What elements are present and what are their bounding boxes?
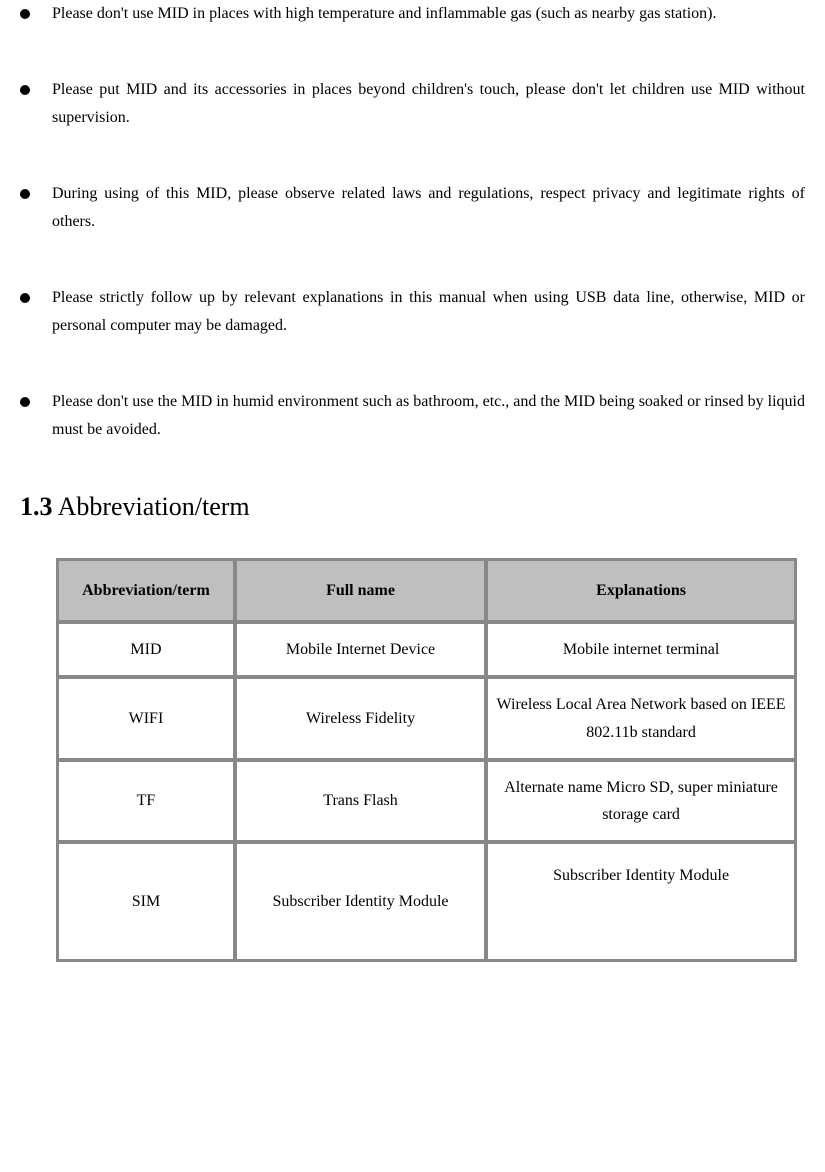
col-header-full: Full name — [236, 560, 485, 621]
cell-full: Trans Flash — [236, 761, 485, 841]
cell-abbr: MID — [58, 623, 234, 676]
bullet-text: Please don't use the MID in humid enviro… — [52, 388, 805, 444]
cell-full: Mobile Internet Device — [236, 623, 485, 676]
table-row: TF Trans Flash Alternate name Micro SD, … — [58, 761, 795, 841]
bullet-icon — [20, 397, 30, 407]
safety-bullet-list: Please don't use MID in places with high… — [20, 0, 805, 444]
bullet-item: Please strictly follow up by relevant ex… — [20, 284, 805, 340]
bullet-item: Please don't use MID in places with high… — [20, 0, 805, 28]
bullet-text: Please put MID and its accessories in pl… — [52, 76, 805, 132]
bullet-icon — [20, 85, 30, 95]
cell-abbr: SIM — [58, 843, 234, 960]
bullet-icon — [20, 189, 30, 199]
bullet-text: During using of this MID, please observe… — [52, 180, 805, 236]
table-row: SIM Subscriber Identity Module Subscribe… — [58, 843, 795, 960]
cell-expl: Mobile internet terminal — [487, 623, 795, 676]
section-heading: 1.3 Abbreviation/term — [20, 492, 805, 522]
bullet-icon — [20, 9, 30, 19]
bullet-text: Please don't use MID in places with high… — [52, 0, 805, 28]
col-header-abbr: Abbreviation/term — [58, 560, 234, 621]
cell-abbr: WIFI — [58, 678, 234, 758]
col-header-expl: Explanations — [487, 560, 795, 621]
cell-expl: Alternate name Micro SD, super miniature… — [487, 761, 795, 841]
cell-full: Subscriber Identity Module — [236, 843, 485, 960]
cell-abbr: TF — [58, 761, 234, 841]
bullet-item: Please put MID and its accessories in pl… — [20, 76, 805, 132]
table-row: MID Mobile Internet Device Mobile intern… — [58, 623, 795, 676]
cell-expl: Subscriber Identity Module — [487, 843, 795, 960]
bullet-item: Please don't use the MID in humid enviro… — [20, 388, 805, 444]
table-row: WIFI Wireless Fidelity Wireless Local Ar… — [58, 678, 795, 758]
heading-text: Abbreviation/term — [58, 492, 250, 521]
table-header-row: Abbreviation/term Full name Explanations — [58, 560, 795, 621]
bullet-item: During using of this MID, please observe… — [20, 180, 805, 236]
cell-expl: Wireless Local Area Network based on IEE… — [487, 678, 795, 758]
bullet-text: Please strictly follow up by relevant ex… — [52, 284, 805, 340]
abbreviation-table: Abbreviation/term Full name Explanations… — [56, 558, 797, 962]
bullet-icon — [20, 293, 30, 303]
heading-number: 1.3 — [20, 492, 53, 521]
cell-full: Wireless Fidelity — [236, 678, 485, 758]
